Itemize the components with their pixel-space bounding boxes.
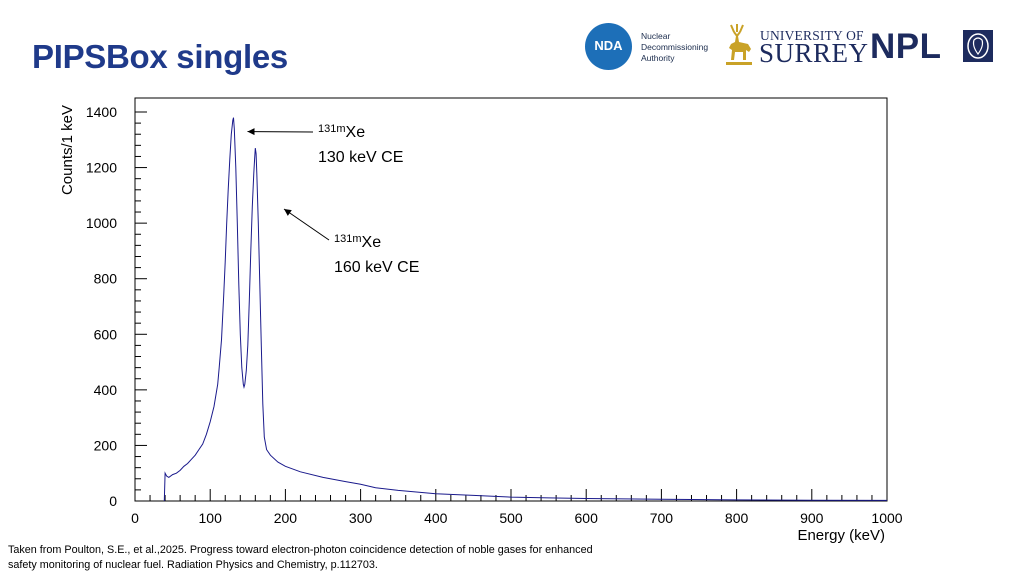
annotation-isotope-mass: 131m [318, 123, 346, 135]
nda-name: Nuclear Decommissioning Authority [641, 31, 708, 64]
citation-line-2: safety monitoring of nuclear fuel. Radia… [8, 559, 378, 571]
y-tick-label: 1200 [86, 160, 117, 176]
x-tick-label: 1000 [871, 510, 902, 526]
annotation-energy-label: 130 keV CE [318, 149, 403, 166]
y-tick-label: 1000 [86, 215, 117, 231]
surrey-line-1: UNIVERSITY OF [760, 28, 864, 43]
citation-caption: Taken from Poulton, S.E., et al.,2025. P… [8, 543, 788, 573]
x-tick-label: 0 [131, 510, 139, 526]
x-tick-label: 300 [349, 510, 373, 526]
x-tick-label: 200 [274, 510, 298, 526]
x-axis: 0 100 200 300 400 500 600 700 800 900 1000 [131, 489, 903, 526]
annotation-energy-label: 160 keV CE [334, 259, 419, 276]
x-tick-label: 700 [650, 510, 674, 526]
x-tick-label: 400 [424, 510, 448, 526]
y-tick-label: 200 [94, 437, 118, 453]
npl-logo-text: NPL [870, 27, 942, 66]
x-axis-label: Energy (keV) [797, 527, 885, 544]
page-title: PIPSBox singles [32, 38, 288, 75]
citation-line-1: Taken from Poulton, S.E., et al.,2025. P… [8, 544, 593, 556]
y-tick-label: 1400 [86, 104, 117, 120]
x-tick-label: 100 [199, 510, 223, 526]
x-tick-label: 800 [725, 510, 749, 526]
annotation-arrow-line [283, 208, 330, 241]
npl-emblem-icon [963, 30, 993, 62]
nda-line-3: Authority [641, 53, 675, 63]
nda-line-1: Nuclear [641, 31, 671, 41]
y-tick-label: 800 [94, 271, 118, 287]
annotation-isotope: 131mXe [318, 123, 365, 141]
annotation-arrow-head [247, 128, 255, 136]
y-tick-label: 600 [94, 326, 118, 342]
nda-logo-mark: NDA [594, 38, 623, 53]
y-tick-label: 0 [109, 493, 117, 509]
x-tick-label: 900 [800, 510, 824, 526]
nda-line-2: Decommissioning [641, 42, 709, 52]
annotation-isotope-symbol: Xe [346, 124, 366, 141]
annotation-isotope-symbol: Xe [362, 234, 382, 251]
stag-icon [726, 24, 752, 65]
spectrum-series-line [163, 117, 888, 502]
annotation-isotope: 131mXe [334, 233, 381, 251]
logo-bar: NDA Nuclear Decommissioning Authority UN… [585, 22, 995, 72]
x-tick-label: 600 [575, 510, 599, 526]
nda-logo-icon: NDA [585, 23, 632, 70]
x-tick-label: 500 [499, 510, 523, 526]
y-axis: 0 200 400 600 800 1000 1200 1400 [86, 104, 147, 509]
y-tick-label: 400 [94, 382, 118, 398]
y-axis-label: Counts/1 keV [59, 105, 76, 195]
annotation-isotope-mass: 131m [334, 233, 362, 245]
plot-frame [134, 97, 888, 502]
annotation-arrow-head [284, 209, 292, 216]
surrey-line-2: SURREY [759, 38, 869, 68]
